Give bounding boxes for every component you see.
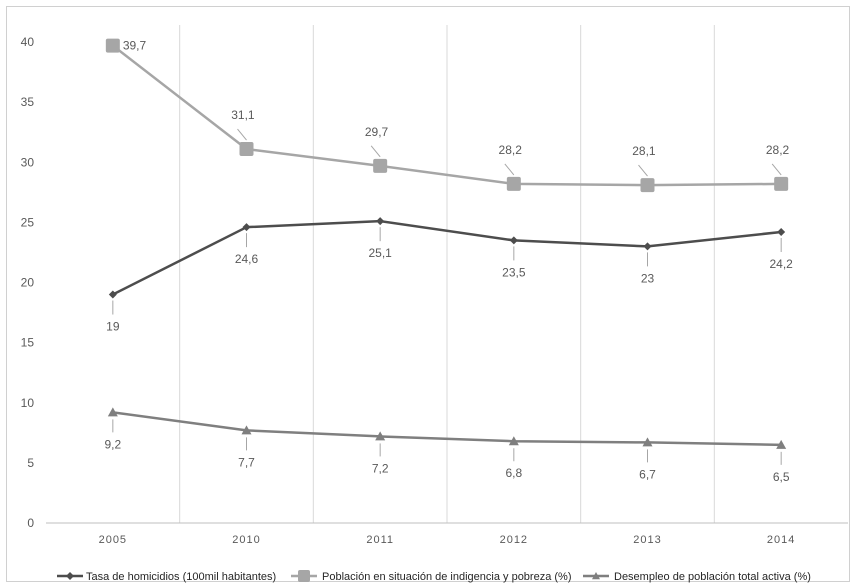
data-label: 25,1: [368, 246, 392, 260]
data-label: 28,1: [632, 144, 656, 158]
data-point: [376, 217, 385, 226]
data-point: [643, 242, 652, 251]
y-tick-label: 20: [21, 276, 35, 290]
data-point: [241, 425, 252, 435]
series-line: [112, 44, 782, 187]
x-tick-label: 2005: [99, 534, 127, 546]
data-label: 9,2: [104, 437, 121, 451]
chart-frame: [6, 6, 850, 582]
data-point: [108, 290, 117, 299]
legend-marker: [66, 572, 74, 580]
legend-marker: [298, 570, 310, 582]
data-label: 28,2: [766, 143, 790, 157]
legend-label: Tasa de homicidios (100mil habitantes): [86, 571, 276, 583]
label-leader-line: [370, 145, 381, 158]
data-point: [777, 227, 786, 236]
data-point: [640, 178, 655, 193]
y-tick-label: 25: [21, 215, 35, 229]
data-label: 23,5: [502, 265, 526, 279]
data-label: 7,7: [238, 455, 255, 469]
data-label: 23: [641, 271, 655, 285]
legend-label: Población en situación de indigencia y p…: [322, 571, 572, 583]
series-line: [112, 219, 782, 296]
x-tick-label: 2014: [767, 534, 795, 546]
data-point: [242, 223, 251, 232]
legend-marker: [592, 572, 600, 580]
data-label: 28,2: [499, 143, 523, 157]
data-label: 29,7: [365, 125, 389, 139]
x-tick-label: 2013: [633, 534, 661, 546]
legend-label: Desempleo de población total activa (%): [614, 571, 811, 583]
data-point: [642, 437, 653, 447]
data-point: [506, 176, 521, 191]
label-leader-line: [504, 163, 515, 176]
data-point: [774, 176, 789, 191]
y-tick-label: 5: [27, 456, 34, 470]
y-tick-label: 0: [27, 516, 34, 530]
data-label: 24,6: [235, 252, 259, 266]
data-label: 31,1: [231, 108, 255, 122]
data-point: [509, 236, 518, 245]
y-tick-label: 30: [21, 155, 35, 169]
data-label: 24,2: [769, 257, 793, 271]
label-leader-line: [638, 164, 648, 177]
data-point: [776, 439, 787, 449]
data-label: 39,7: [123, 39, 147, 53]
x-tick-label: 2012: [500, 534, 528, 546]
y-tick-label: 15: [21, 336, 35, 350]
data-point: [373, 158, 388, 173]
y-tick-label: 35: [21, 95, 35, 109]
series-line: [112, 411, 782, 447]
data-label: 6,8: [505, 466, 522, 480]
label-leader-line: [237, 128, 247, 141]
data-label: 7,2: [372, 461, 389, 475]
label-leader-line: [771, 163, 782, 176]
y-tick-label: 10: [21, 396, 35, 410]
data-label: 6,5: [773, 470, 790, 484]
data-label: 19: [106, 320, 120, 334]
data-point: [105, 38, 120, 53]
data-point: [239, 142, 254, 157]
x-tick-label: 2010: [232, 534, 260, 546]
x-tick-label: 2011: [366, 534, 394, 546]
y-tick-label: 40: [21, 35, 35, 49]
data-point: [508, 436, 519, 446]
data-label: 6,7: [639, 467, 656, 481]
data-point: [375, 431, 386, 441]
data-point: [107, 407, 118, 417]
